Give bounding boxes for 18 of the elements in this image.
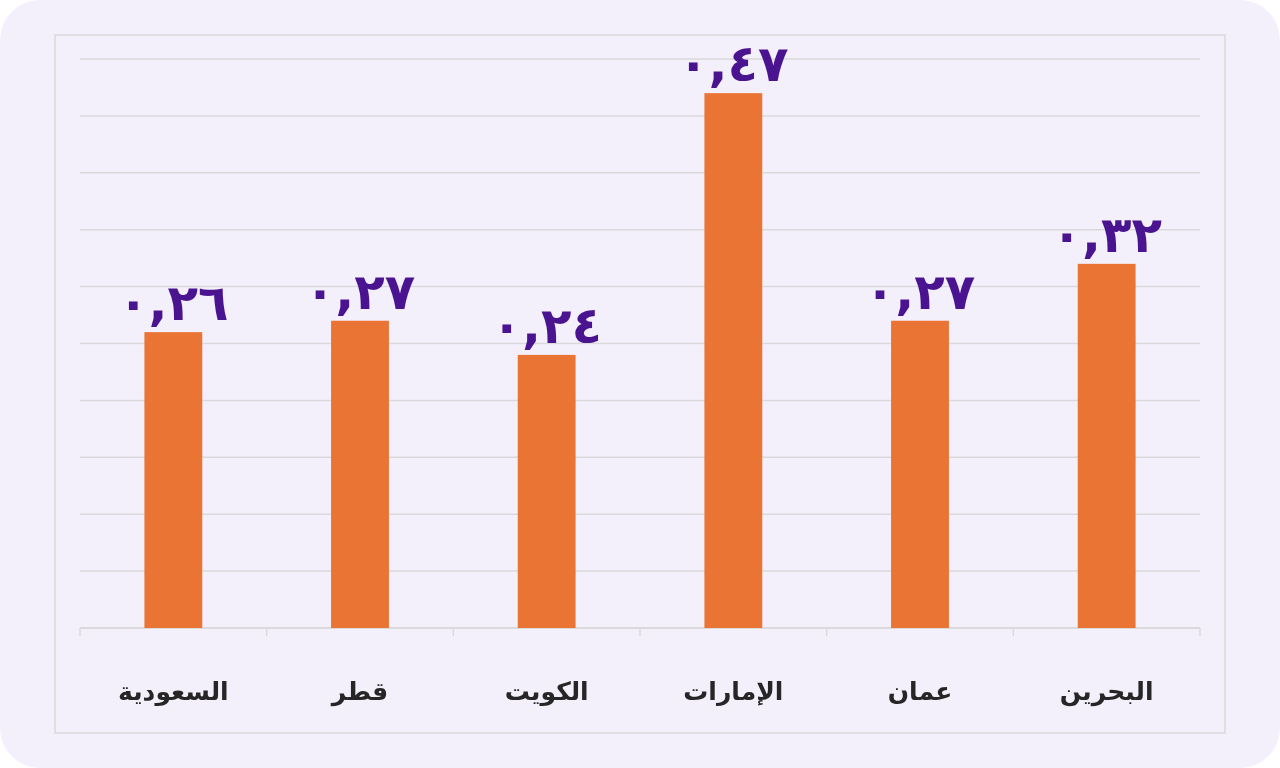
bar: [144, 332, 203, 628]
data-label: ٠,٢٧: [304, 262, 416, 321]
x-tick-label: عمان: [887, 677, 953, 706]
x-tick-label: السعودية: [118, 677, 229, 707]
bar: [517, 354, 576, 628]
data-label: ٠,٣٢: [1051, 205, 1162, 264]
x-tick-label: قطر: [329, 677, 389, 707]
data-label: ٠,٤٧: [678, 35, 789, 94]
x-tick-label: البحرين: [1059, 677, 1154, 707]
data-label: ٠,٢٤: [491, 296, 602, 355]
bar: [331, 320, 389, 628]
x-tick-label: الكويت: [504, 677, 589, 707]
bar: [1077, 263, 1136, 628]
data-label: ٠,٢٦: [118, 274, 229, 333]
bar: [891, 320, 949, 628]
bar: [704, 93, 763, 628]
data-label: ٠,٢٧: [864, 262, 976, 321]
x-tick-label: الإمارات: [683, 677, 784, 706]
